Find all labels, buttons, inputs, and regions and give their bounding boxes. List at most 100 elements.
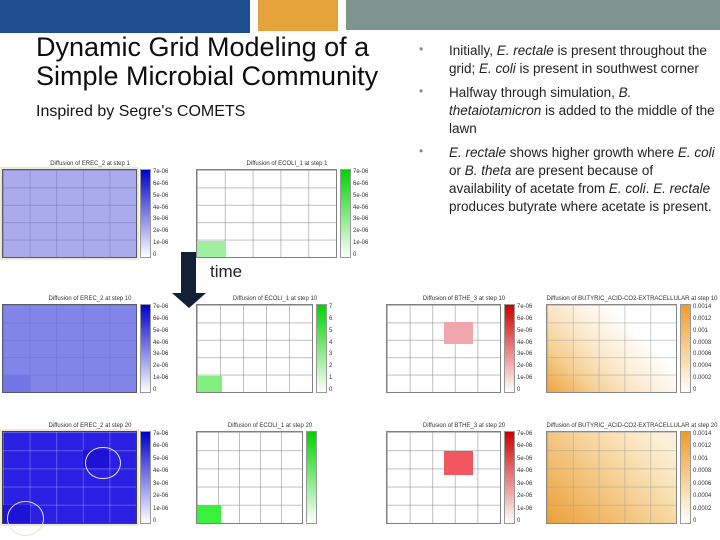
plot-bthe3-step10: Diffusion of BTHE_3 at step 10 7e-06 6e-06…	[386, 295, 542, 393]
heatmap-grid	[386, 431, 501, 524]
bullet-text: Halfway through simulation, B. thetaiota…	[449, 84, 715, 136]
heatmap-grid	[546, 304, 677, 393]
colorbar-tick: 2e-06	[517, 493, 533, 500]
colorbar	[316, 304, 327, 393]
bullet-item: • E. rectale shows higher growth where E.…	[412, 144, 715, 216]
colorbar-tick: 2	[329, 363, 333, 370]
bullet-text: Initially, E. rectale is present through…	[449, 43, 707, 76]
colorbar-tick: 2e-06	[153, 363, 169, 370]
colorbar-tick: 0	[693, 386, 697, 393]
colorbar-tick: 0.0008	[693, 468, 712, 475]
heatmap-cell	[443, 322, 473, 345]
colorbar-tick: 5e-06	[353, 192, 369, 199]
colorbar	[680, 304, 691, 393]
colorbar-tick: 6e-06	[153, 443, 169, 450]
colorbar-tick: 7e-06	[153, 169, 169, 175]
colorbar-tick: 6e-06	[517, 315, 533, 322]
colorbar-tick: 3e-06	[517, 351, 533, 358]
colorbar-tick: 0.0006	[693, 480, 712, 487]
heatmap-grid	[2, 169, 137, 258]
heatmap-cell	[197, 241, 227, 257]
colorbar-tick: 0.0012	[693, 443, 712, 450]
colorbar-tick: 1e-06	[153, 240, 169, 247]
colorbar-tick: 5e-06	[517, 327, 533, 334]
plot-erec2-step10: Diffusion of EREC_2 at step 10 7e-06 6e-06…	[2, 295, 178, 393]
colorbar-tick: 1e-06	[153, 375, 169, 382]
colorbar-tick: 6e-06	[517, 443, 533, 450]
colorbar-tick: 0	[353, 251, 357, 258]
accent-bar-teal	[346, 0, 720, 30]
plot-title: Diffusion of BTHE_3 at step 20	[422, 423, 506, 429]
plot-title: Diffusion of EREC_2 at step 1	[50, 161, 130, 167]
plot-title: Diffusion of BTHE_3 at step 10	[422, 296, 506, 302]
colorbar-tick: 5	[329, 327, 333, 334]
plot-title: Diffusion of ECOLI_1 at step 20	[227, 423, 313, 429]
colorbar-tick: 0.001	[693, 455, 709, 462]
bullet-list: • Initially, E. rectale is present throug…	[412, 42, 715, 222]
colorbar-tick: 0.0004	[693, 493, 712, 500]
bullet-marker: •	[419, 83, 424, 98]
colorbar-tick: 0.001	[693, 327, 709, 334]
colorbar-tick: 7	[329, 304, 333, 310]
plot-title: Diffusion of BUTYRIC_ACID-CO2-EXTRACELLU…	[546, 296, 718, 302]
plot-ecoli1-step1: Diffusion of ECOLI_1 at step 1 7e-06 6e-06…	[196, 160, 378, 258]
colorbar-tick: 0.0004	[693, 363, 712, 370]
heatmap-grid	[196, 304, 313, 393]
accent-bar-blue	[0, 0, 250, 33]
colorbar-tick: 3e-06	[153, 216, 169, 223]
colorbar-tick: 6	[329, 315, 333, 322]
colorbar-tick: 0	[153, 386, 157, 393]
colorbar-tick: 3	[329, 351, 333, 358]
plot-erec2-step20: Diffusion of EREC_2 at step 20 7e-06 6e-06…	[2, 422, 178, 536]
annotation-ellipse	[6, 501, 44, 536]
colorbar-tick: 1e-06	[517, 505, 533, 512]
heatmap-cell	[197, 504, 222, 523]
colorbar	[306, 431, 317, 524]
colorbar-labels: 0.0014 0.0012 0.001 0.0008 0.0006 0.0004 0.000…	[693, 304, 718, 393]
colorbar-tick: 2e-06	[517, 363, 533, 370]
colorbar-tick: 7e-06	[517, 304, 533, 310]
colorbar-tick: 0	[153, 517, 157, 524]
plot-butyric-step20: Diffusion of BUTYRIC_ACID-CO2-EXTRACELLU…	[546, 422, 718, 524]
colorbar-tick: 2e-06	[353, 228, 369, 235]
page-title-line2: Simple Microbial Community	[36, 61, 379, 92]
plot-ecoli1-step10: Diffusion of ECOLI_1 at step 10 7 6 5 4 3 2 1 0	[196, 295, 354, 393]
colorbar-tick: 5e-06	[153, 455, 169, 462]
colorbar-tick: 6e-06	[153, 180, 169, 187]
colorbar-tick: 4e-06	[153, 468, 169, 475]
colorbar-tick: 4	[329, 339, 333, 346]
bullet-marker: •	[419, 42, 424, 56]
colorbar-tick: 0.0014	[693, 304, 712, 310]
heatmap-grid	[546, 431, 677, 524]
colorbar-labels: 7e-06 6e-06 5e-06 4e-06 3e-06 2e-06 1e-06 0	[153, 431, 178, 524]
plot-title: Diffusion of ECOLI_1 at step 1	[246, 161, 328, 167]
colorbar-labels: 7e-06 6e-06 5e-06 4e-06 3e-06 2e-06 1e-06 0	[517, 304, 542, 393]
colorbar	[504, 431, 515, 524]
colorbar-tick: 6e-06	[153, 315, 169, 322]
colorbar-tick: 4e-06	[153, 339, 169, 346]
annotation-ellipse	[85, 446, 121, 480]
heatmap-grid	[196, 169, 337, 258]
colorbar-tick: 0.0002	[693, 505, 712, 512]
bullet-text: E. rectale shows higher growth where E. …	[449, 144, 715, 214]
colorbar-tick: 0	[153, 251, 157, 258]
colorbar-labels: 7e-06 6e-06 5e-06 4e-06 3e-06 2e-06 1e-06 0	[517, 431, 542, 524]
plot-bthe3-step20: Diffusion of BTHE_3 at step 20 7e-06 6e-06…	[386, 422, 542, 524]
heatmap-grid	[196, 431, 303, 524]
colorbar-tick: 3e-06	[153, 480, 169, 487]
colorbar-tick: 0.0008	[693, 339, 712, 346]
colorbar-tick: 5e-06	[153, 192, 169, 199]
colorbar-tick: 0	[517, 517, 521, 524]
heatmap-cell	[3, 374, 30, 392]
colorbar-labels	[319, 431, 344, 524]
heatmap-cell	[197, 376, 223, 392]
colorbar-tick: 7e-06	[153, 304, 169, 310]
colorbar	[680, 431, 691, 524]
time-label: time	[210, 262, 243, 281]
colorbar-tick: 0	[693, 517, 697, 524]
colorbar-tick: 2e-06	[153, 493, 169, 500]
colorbar-labels: 7e-06 6e-06 5e-06 4e-06 3e-06 2e-06 1e-06 0	[153, 304, 178, 393]
colorbar-tick: 0	[517, 386, 521, 393]
colorbar-tick: 7e-06	[353, 169, 369, 175]
colorbar-tick: 1e-06	[353, 240, 369, 247]
